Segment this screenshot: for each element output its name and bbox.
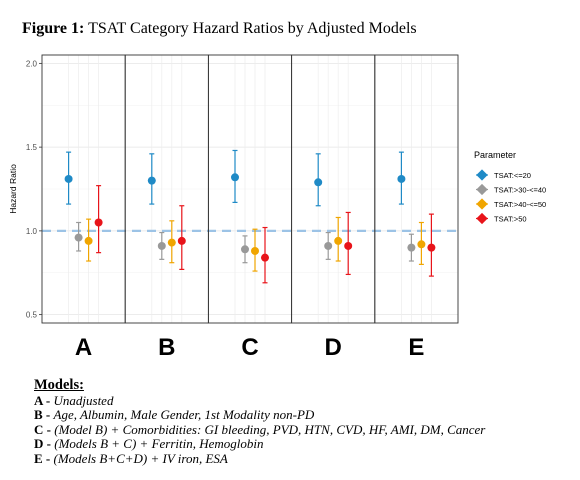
note-sep: - (42, 450, 54, 466)
figure-title: Figure 1: TSAT Category Hazard Ratios by… (22, 20, 417, 38)
data-point (74, 233, 83, 242)
panel-label-d: D (325, 334, 342, 361)
legend-entry-label: TSAT:<=20 (494, 171, 531, 180)
data-point (231, 173, 239, 182)
legend-entry-label: TSAT:>40-<=50 (494, 200, 546, 209)
data-point (147, 176, 156, 185)
y-tick-label: 2.0 (26, 59, 38, 68)
data-point (324, 241, 333, 250)
y-tick-label: 0.5 (26, 311, 38, 320)
data-point (427, 243, 436, 252)
notes-heading: Models: (34, 377, 84, 393)
panel-label-e: E (408, 334, 424, 361)
data-point (157, 241, 166, 250)
y-tick-label: 1.0 (26, 227, 38, 236)
figure-label: Figure 1: (22, 20, 85, 37)
data-point-group (397, 151, 406, 205)
data-point (397, 174, 406, 183)
panel-label-c: C (241, 334, 258, 361)
data-point (251, 246, 259, 255)
data-point-group (157, 231, 166, 260)
data-point (344, 241, 353, 250)
note-sep: - (42, 392, 54, 408)
data-point-group (261, 226, 269, 284)
data-point-group (344, 211, 353, 276)
panel-border (374, 54, 459, 324)
legend-entry-label: TSAT:>30-<=40 (494, 186, 546, 195)
data-point-group (167, 220, 176, 264)
data-point (84, 236, 93, 245)
figure-title-text: TSAT Category Hazard Ratios by Adjusted … (88, 20, 417, 37)
data-point-group (74, 221, 83, 252)
data-point-group (147, 153, 156, 205)
note-key: B (34, 407, 43, 422)
note-line-d: D - (Models B + C) + Ferritin, Hemoglobi… (34, 436, 485, 452)
note-text: (Models B+C+D) + IV iron, ESA (53, 450, 228, 466)
data-point-group (407, 233, 416, 262)
data-point-group (94, 185, 103, 254)
models-notes: Models: A - Unadjusted B - Age, Albumin, … (34, 378, 485, 466)
note-text: (Models B + C) + Ferritin, Hemoglobin (54, 436, 264, 451)
note-sep: - (43, 436, 55, 451)
data-point (64, 174, 73, 183)
data-point-group (334, 216, 343, 262)
note-line-c: C - (Model B) + Comorbidities: GI bleedi… (34, 421, 486, 438)
note-key: D (34, 436, 44, 451)
note-line-b: B - Age, Albumin, Male Gender, 1st Modal… (34, 407, 485, 423)
note-key: C (34, 421, 44, 437)
note-line-e: E - (Models B+C+D) + IV iron, ESA (34, 450, 485, 467)
data-point (177, 236, 186, 245)
y-axis-label: Hazard Ratio (8, 164, 18, 214)
note-text: Unadjusted (53, 392, 114, 408)
note-text: (Model B) + Comorbidities: GI bleeding, … (54, 421, 486, 437)
data-point (94, 218, 103, 227)
note-key: E (34, 450, 43, 466)
data-point (314, 178, 323, 187)
legend-swatch-marker (476, 183, 488, 196)
data-point-group (417, 221, 426, 265)
data-point-group (64, 151, 73, 205)
data-point (334, 236, 343, 245)
note-key: A (34, 392, 43, 408)
legend-title: Parameter (474, 150, 516, 160)
y-tick-label: 1.5 (26, 143, 38, 152)
data-point-group (324, 231, 333, 260)
data-point-group (251, 228, 259, 272)
panel-label-a: A (75, 334, 92, 361)
legend-entry-label: TSAT:>50 (494, 215, 527, 224)
data-point-group (314, 153, 323, 207)
data-point-group (84, 218, 93, 262)
data-point (417, 240, 426, 249)
note-text: Age, Albumin, Male Gender, 1st Modality … (53, 407, 315, 422)
legend-swatch-marker (476, 169, 488, 181)
data-point-group (427, 213, 436, 277)
note-sep: - (42, 407, 54, 422)
data-point-group (231, 149, 239, 203)
note-line-a: A - Unadjusted (34, 392, 485, 409)
notes-list: A - Unadjusted B - Age, Albumin, Male Gen… (34, 392, 486, 467)
data-point (241, 245, 249, 254)
panel-label-b: B (158, 334, 175, 361)
data-point (261, 253, 269, 262)
legend-swatch-marker (476, 198, 488, 210)
data-point (407, 243, 416, 252)
legend-swatch-marker (476, 212, 488, 225)
note-sep: - (43, 421, 55, 437)
data-point (167, 238, 176, 247)
data-point-group (177, 205, 186, 270)
data-point-group (241, 235, 249, 264)
